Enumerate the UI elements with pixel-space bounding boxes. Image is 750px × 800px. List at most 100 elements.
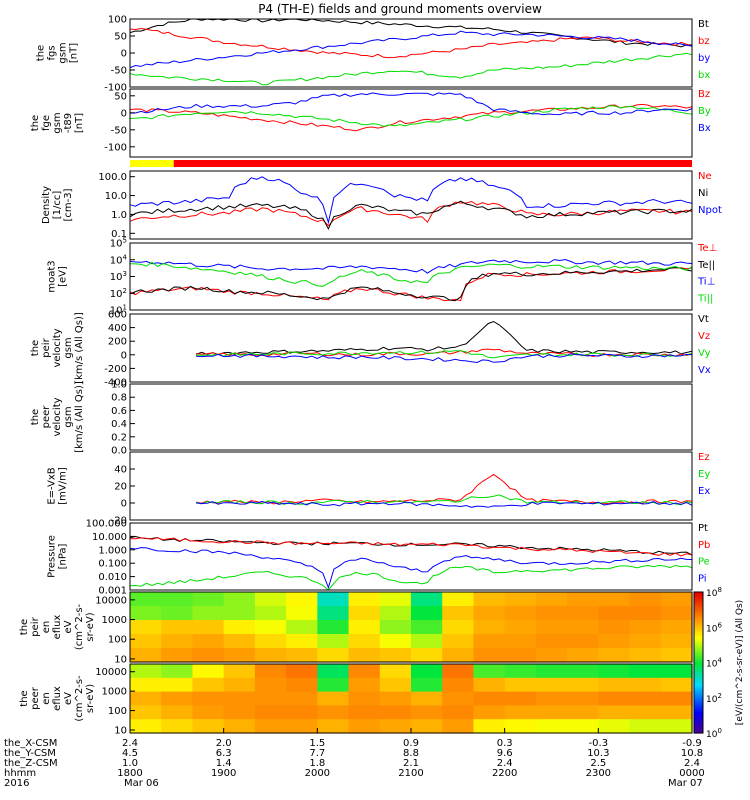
colorbar-swatch: [694, 683, 703, 687]
y-tick-label: -400: [104, 378, 127, 389]
heatmap-cell: [223, 606, 256, 621]
x-row-label: the_X-CSM: [4, 738, 57, 749]
legend-entry: by: [698, 53, 710, 64]
y-axis-label: the: [19, 690, 30, 706]
heatmap-cell: [130, 705, 162, 720]
colorbar-swatch: [694, 650, 703, 654]
panel-8: Pt Pb Pe Pi 100.000 10.000 1.000 0.100 0.010 0.00…: [47, 519, 711, 597]
heatmap-cell: [598, 691, 631, 706]
y-tick-label: 0.0: [111, 446, 127, 457]
heatmap-cell: [286, 719, 318, 734]
y-tick-label: 100: [108, 706, 127, 717]
y-tick-label: 0.2: [111, 432, 127, 443]
colorbar-tick-label: 104: [706, 657, 722, 670]
heatmap-cell: [598, 648, 631, 663]
colorbar-tick-label: 106: [706, 621, 722, 634]
heatmap-cell: [379, 705, 412, 720]
y-tick-label: 0.1: [111, 229, 127, 240]
heatmap-cell: [161, 664, 194, 679]
series-line-Bt: [129, 18, 692, 48]
heatmap-cell: [411, 664, 443, 679]
colorbar-swatch: [694, 657, 703, 661]
panel-4: Te⊥ Te|| Ti⊥ Ti|| 105 104 103 102 101 moat3 [eV]: [47, 237, 718, 317]
colorbar-tick-label: 100: [706, 727, 722, 740]
colorbar-swatch: [694, 608, 703, 612]
y-tick-label: 0: [121, 499, 127, 510]
heatmap-cell: [473, 664, 506, 679]
heatmap-cell: [317, 606, 350, 621]
heatmap-cell: [411, 606, 443, 621]
y-axis-label: E=-VxB: [47, 467, 58, 504]
heatmap-cell: [254, 634, 287, 649]
y-tick-label: 102: [110, 287, 127, 300]
y-axis-label: gsm: [63, 337, 74, 358]
series-line-Ey: [195, 494, 693, 506]
heatmap-cell: [130, 620, 162, 635]
heatmap-cell: [567, 620, 599, 635]
heatmap-cell: [192, 664, 225, 679]
heatmap-cell: [567, 634, 599, 649]
heatmap-cell: [473, 705, 506, 720]
y-axis-label: the: [30, 409, 41, 425]
heatmap-cell: [535, 677, 568, 693]
legend-entry: Ex: [698, 486, 710, 497]
heatmap-cell: [473, 634, 506, 649]
colorbar-swatch: [694, 617, 703, 621]
heatmap-cell: [286, 705, 318, 720]
heatmap-cell: [286, 620, 318, 635]
heatmap-cell: [379, 606, 412, 621]
heatmap-cell: [223, 634, 256, 649]
series-line-Ez: [196, 473, 693, 505]
y-tick-label: 1.0: [111, 210, 127, 221]
heatmap-cell: [130, 664, 162, 679]
status-bar-segment: [173, 160, 692, 167]
heatmap-cell: [317, 677, 350, 693]
y-tick-label: 10: [114, 654, 127, 665]
heatmap-cell: [660, 592, 693, 607]
y-axis-label: velocity: [52, 328, 63, 367]
y-axis-label: peer: [41, 405, 52, 429]
panel-frame: [129, 170, 693, 240]
y-axis-label: moat3: [47, 260, 58, 292]
x-tick-label: 1.0: [122, 758, 138, 769]
heatmap-cell: [317, 705, 350, 720]
heatmap-cell: [598, 634, 631, 649]
colorbar-swatch: [694, 676, 703, 680]
colorbar-swatch: [694, 660, 703, 664]
y-tick-label: 50: [114, 32, 127, 43]
series-line-Pb: [130, 537, 693, 557]
panel-frame: [129, 88, 693, 158]
heatmap-cell: [317, 620, 350, 635]
heatmap-cell: [254, 677, 287, 693]
heatmap-cell: [411, 620, 443, 635]
heatmap-cell: [348, 592, 381, 607]
colorbar-swatch: [694, 702, 703, 706]
colorbar-swatch: [694, 667, 703, 671]
legend-entry: Ni: [698, 188, 708, 199]
series-line-Vx: [196, 353, 693, 364]
heatmap-cell: [130, 719, 162, 734]
panel-frame: [129, 591, 693, 663]
x-tick-label: 8.8: [403, 748, 419, 759]
y-axis-label: peir: [41, 337, 52, 357]
heatmap-cell: [286, 606, 318, 621]
x-tick-label: 10.3: [587, 748, 609, 759]
y-axis-label: [mV/m]: [58, 467, 69, 505]
series-line-By: [129, 105, 693, 127]
heatmap-cell: [473, 606, 506, 621]
colorbar-swatch: [694, 725, 703, 729]
heatmap-cell: [504, 592, 537, 607]
heatmap-cell: [286, 634, 318, 649]
x-tick-label: 4.5: [122, 748, 138, 759]
panel-frame: [129, 242, 693, 311]
x-tick-label: 0.9: [403, 738, 419, 749]
colorbar: 108 106 104 102 100 [eV/(cm^2-s-sr-eV)] (All …: [693, 586, 745, 740]
x-tick-label: -0.9: [682, 738, 702, 749]
heatmap-cell: [629, 606, 662, 621]
panel-1: Bt bz by bx 100 50 0 -50 -100 the fgs gsm [nT]: [36, 15, 711, 94]
legend-entry: bz: [698, 36, 710, 47]
legend-entry: Ez: [698, 452, 710, 463]
heatmap-cell: [504, 677, 537, 693]
legend-entry: Npot: [698, 205, 722, 216]
